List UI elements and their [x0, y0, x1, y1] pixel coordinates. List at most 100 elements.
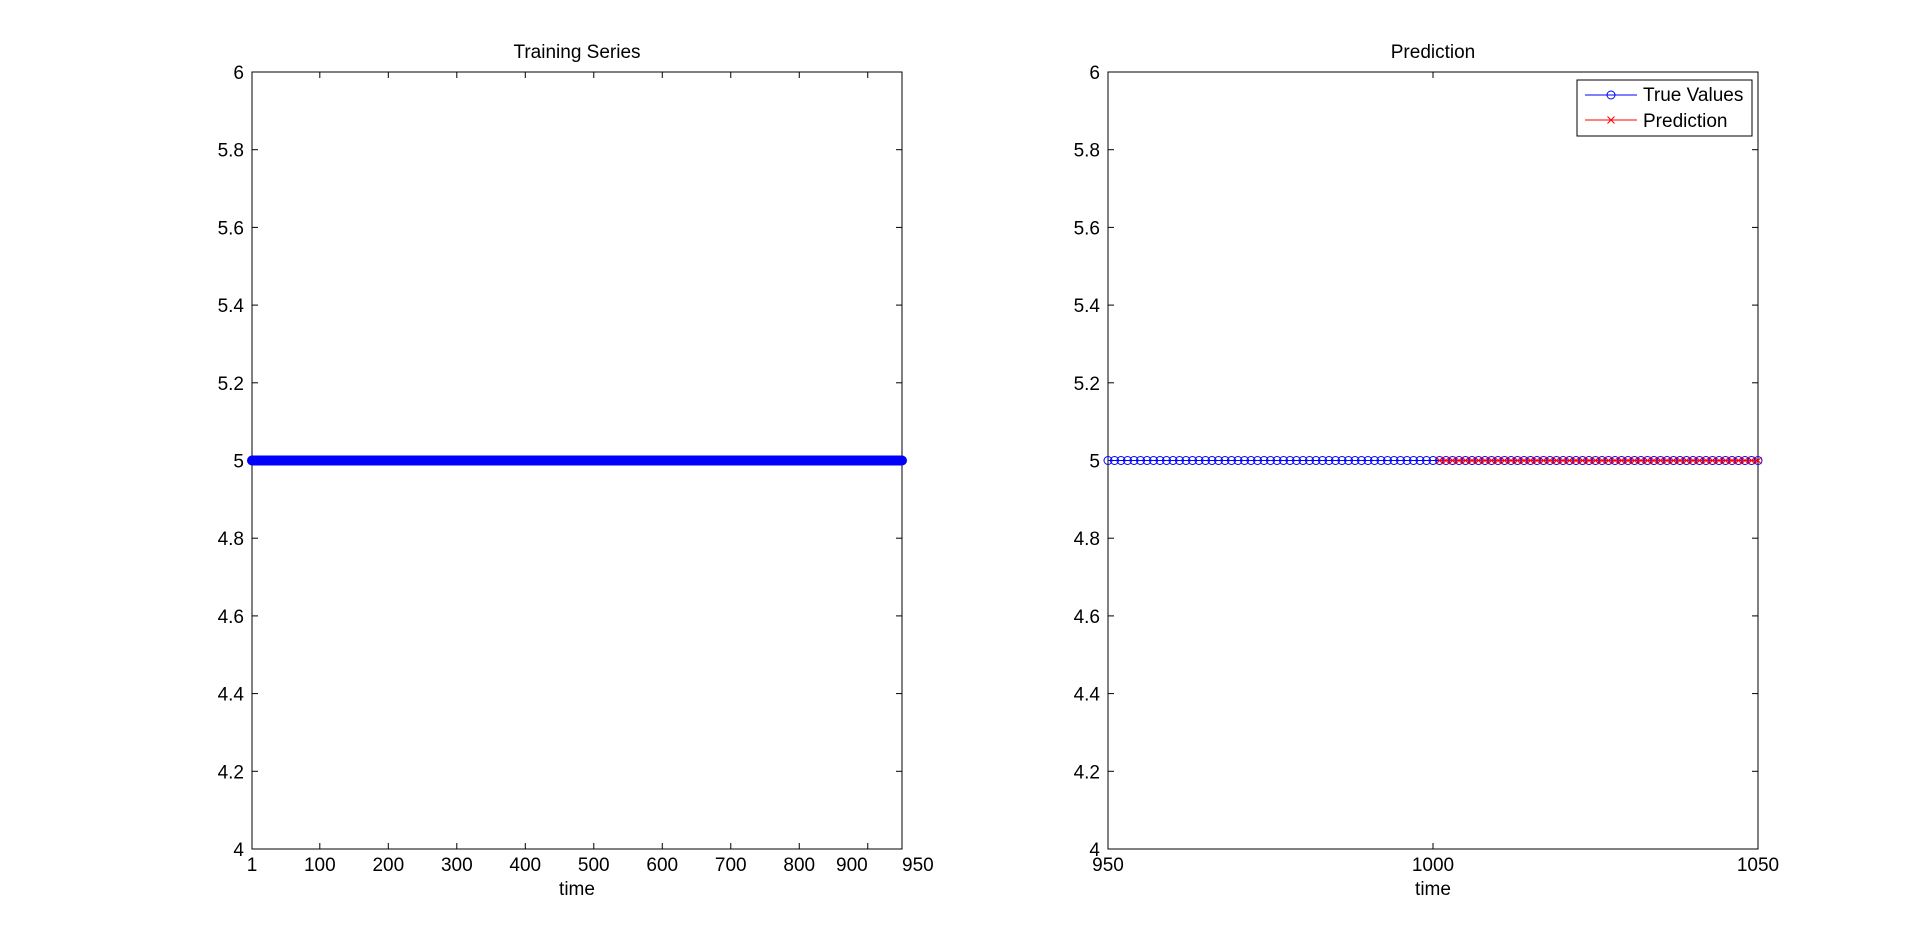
data-point: [1702, 456, 1710, 465]
data-point: [1350, 456, 1360, 465]
data-point: [1695, 456, 1704, 465]
data-point: [1240, 456, 1249, 465]
data-point: [1689, 456, 1697, 465]
data-point: [1318, 456, 1327, 465]
y-tick-label: 4: [1089, 840, 1100, 861]
training-chart-title: Training Series: [513, 42, 640, 63]
data-point: [1715, 456, 1723, 465]
y-tick-label: 5.8: [218, 141, 244, 162]
y-tick-label: 4.4: [1074, 685, 1101, 706]
data-point: [1155, 456, 1165, 465]
data-point: [1546, 456, 1554, 465]
data-point: [1708, 456, 1717, 465]
data-point: [1311, 456, 1321, 465]
y-tick-label: 5: [1089, 452, 1100, 473]
x-tick-label: 300: [441, 855, 473, 876]
y-tick-label: 4.2: [218, 762, 244, 783]
data-point: [1285, 456, 1295, 465]
y-tick-label: 4.8: [1074, 529, 1100, 550]
data-point: [1539, 456, 1548, 465]
y-tick-label: 5: [233, 452, 244, 473]
data-point: [1402, 456, 1412, 465]
data-point: [1116, 456, 1126, 465]
data-point: [1422, 456, 1431, 465]
data-point: [1513, 456, 1522, 465]
data-point: [1409, 456, 1418, 465]
data-point: [1455, 456, 1463, 465]
data-point: [1552, 456, 1561, 465]
prediction-axis-ticks: 4 4.2 4.4 4.6 4.8 5 5.2 5.4 5.6 5.8 6 950 1000 1050: [1074, 63, 1780, 876]
data-point: [1656, 456, 1665, 465]
x-tick-label: 900: [836, 855, 868, 876]
legend-entry-true-values: True Values: [1585, 85, 1743, 106]
data-point: [1650, 456, 1658, 465]
data-point: [1754, 456, 1762, 465]
data-point: [1259, 456, 1269, 465]
legend-entry-prediction: Prediction: [1585, 111, 1728, 132]
data-point: [1676, 456, 1684, 465]
data-point: [1741, 456, 1749, 465]
x-tick-label: 1000: [1412, 855, 1454, 876]
y-tick-label: 6: [233, 63, 244, 84]
data-point: [1188, 456, 1197, 465]
prediction-chart: Prediction time 4 4.2 4.4 4.6 4.8 5 5.2 5.4 5.6 5…: [1074, 42, 1780, 900]
x-tick-label: 500: [578, 855, 610, 876]
y-tick-label: 4.6: [1074, 607, 1100, 628]
data-point: [1747, 456, 1756, 465]
data-point: [1520, 456, 1528, 465]
x-tick-label: 800: [783, 855, 815, 876]
data-point: [1474, 456, 1483, 465]
y-tick-label: 5.2: [218, 374, 244, 395]
data-point: [1201, 456, 1210, 465]
data-point: [1565, 456, 1574, 465]
data-point: [1468, 456, 1476, 465]
y-tick-label: 5.4: [218, 296, 245, 317]
data-point: [1526, 456, 1535, 465]
data-point: [1663, 456, 1671, 465]
data-point: [1370, 456, 1379, 465]
data-point: [1376, 456, 1386, 465]
data-point: [1734, 456, 1743, 465]
data-point: [1604, 456, 1613, 465]
x-tick-label: 100: [304, 855, 336, 876]
data-point: [1637, 456, 1645, 465]
legend-true-values-label: True Values: [1643, 85, 1743, 106]
y-tick-label: 4.2: [1074, 762, 1100, 783]
data-point: [1396, 456, 1405, 465]
training-axis-ticks: 4 4.2 4.4 4.6 4.8 5 5.2 5.4 5.6 5.8 6 1 100 200 300 400…: [218, 63, 934, 876]
data-point: [1305, 456, 1314, 465]
y-tick-label: 4: [233, 840, 244, 861]
data-point: [1324, 456, 1334, 465]
data-point: [1728, 456, 1736, 465]
x-tick-label: 950: [902, 855, 934, 876]
data-point: [1103, 456, 1113, 465]
y-tick-label: 5.6: [218, 218, 244, 239]
legend-prediction-marker: [1607, 116, 1615, 124]
data-point: [1507, 456, 1515, 465]
data-point: [1630, 456, 1639, 465]
data-point: [1298, 456, 1308, 465]
data-point: [1246, 456, 1256, 465]
data-point: [1559, 456, 1567, 465]
x-tick-label: 1050: [1737, 855, 1779, 876]
x-tick-label: 1: [247, 855, 258, 876]
data-point: [1194, 456, 1204, 465]
data-point: [1624, 456, 1632, 465]
data-point: [1442, 456, 1450, 465]
data-point: [1207, 456, 1217, 465]
data-point: [1181, 456, 1191, 465]
data-point: [1578, 456, 1587, 465]
data-point: [1461, 456, 1470, 465]
data-point: [1220, 456, 1230, 465]
data-point: [1123, 456, 1132, 465]
data-point: [1253, 456, 1262, 465]
prediction-chart-title: Prediction: [1391, 42, 1476, 63]
data-point: [1337, 456, 1347, 465]
y-tick-label: 4.8: [218, 529, 244, 550]
data-point: [1279, 456, 1288, 465]
data-point: [1233, 456, 1243, 465]
data-point: [1227, 456, 1236, 465]
data-point: [1214, 456, 1223, 465]
data-point: [1162, 456, 1171, 465]
